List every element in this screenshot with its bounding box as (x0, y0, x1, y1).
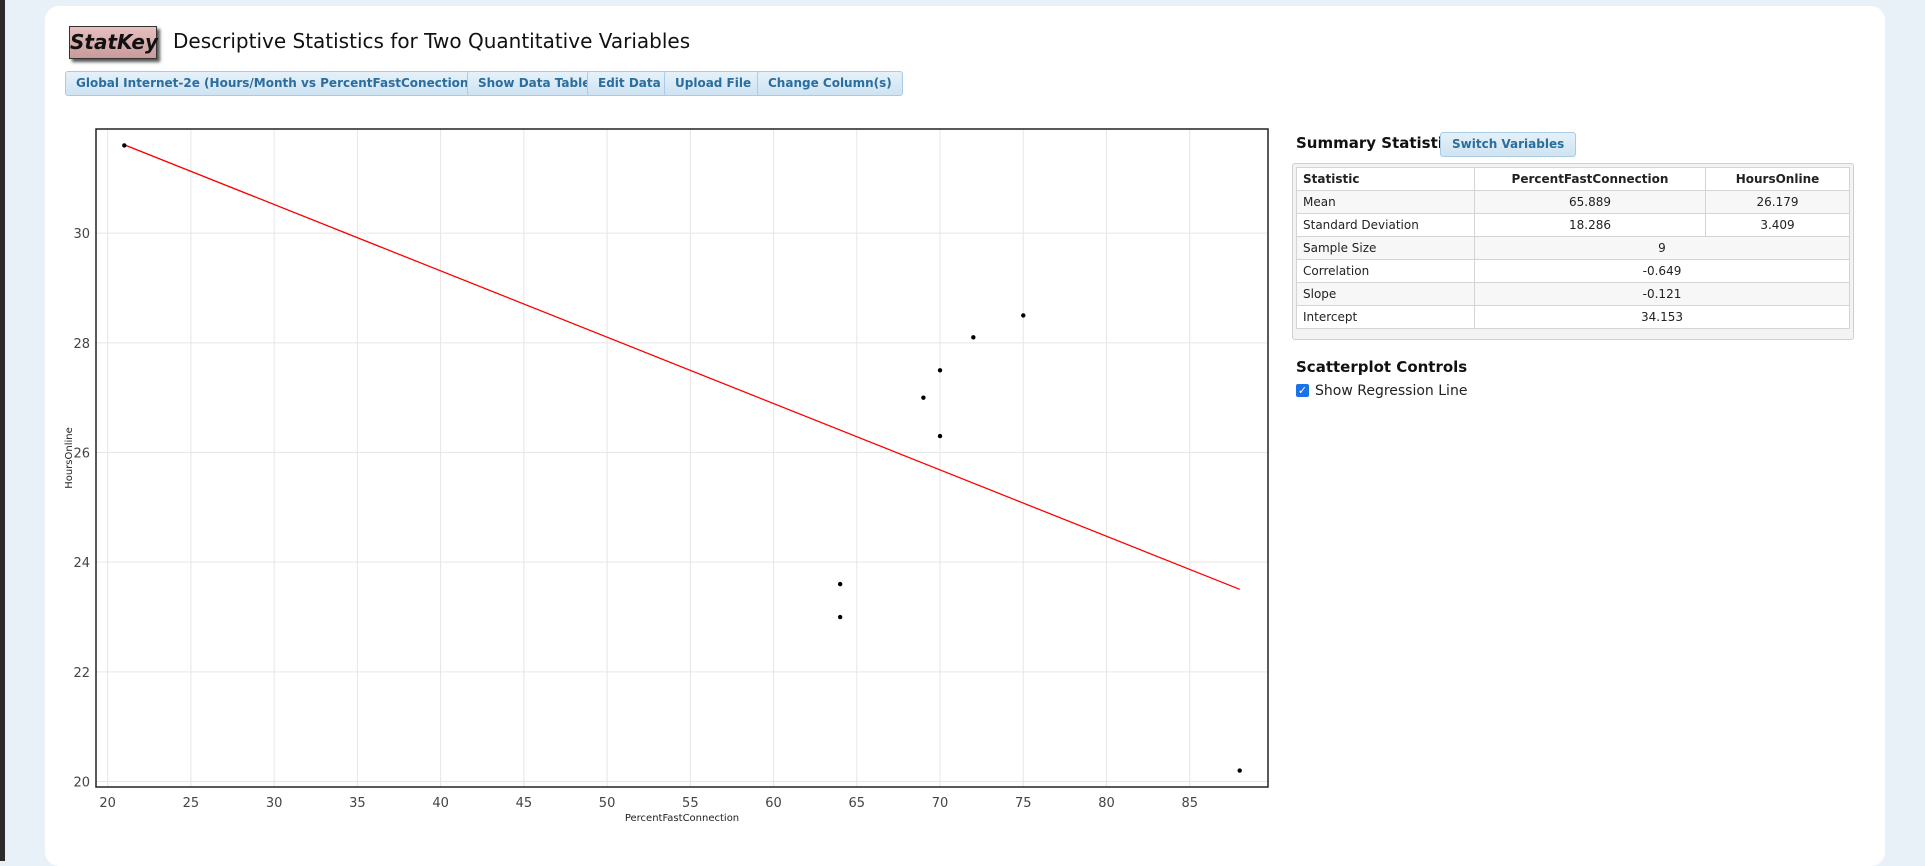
data-point (937, 368, 943, 373)
row-value: 3.409 (1705, 213, 1850, 237)
data-point (921, 395, 926, 400)
row-value: 9 (1474, 236, 1850, 260)
table-row: Mean 65.889 26.179 (1296, 190, 1850, 214)
data-point (837, 581, 843, 587)
y-tick-label: 28 (73, 337, 90, 352)
table-row: Standard Deviation 18.286 3.409 (1296, 213, 1850, 237)
x-tick-label: 80 (1098, 796, 1115, 811)
main-card (45, 6, 1885, 866)
data-point (1021, 313, 1026, 318)
page-title: Descriptive Statistics for Two Quantitat… (173, 29, 691, 53)
x-tick-label: 55 (682, 796, 699, 811)
upload-file-button[interactable]: Upload File (664, 71, 763, 96)
x-axis-title: PercentFastConnection (625, 813, 739, 824)
x-tick-label: 20 (99, 796, 116, 811)
row-label: Intercept (1296, 305, 1475, 329)
x-tick-label: 25 (183, 796, 200, 811)
row-label: Slope (1296, 282, 1475, 306)
summary-statistics-panel: Statistic PercentFastConnection HoursOnl… (1292, 163, 1854, 340)
table-row: Correlation -0.649 (1296, 259, 1850, 283)
x-tick-label: 45 (516, 796, 533, 811)
row-label: Correlation (1296, 259, 1475, 283)
left-edge-strip (0, 0, 5, 861)
row-value: 26.179 (1705, 190, 1850, 214)
x-tick-label: 35 (349, 796, 366, 811)
data-points (122, 143, 1242, 773)
y-tick-label: 26 (73, 447, 90, 462)
x-tick-label: 40 (432, 796, 449, 811)
x-tick-label: 75 (1015, 796, 1032, 811)
regression-line (124, 144, 1240, 590)
row-label: Standard Deviation (1296, 213, 1475, 237)
row-value: 34.153 (1474, 305, 1850, 329)
x-tick-label: 50 (599, 796, 616, 811)
show-regression-label[interactable]: Show Regression Line (1315, 383, 1468, 399)
y-tick-label: 20 (73, 776, 90, 791)
data-point (971, 335, 976, 340)
dataset-dropdown[interactable]: Global Internet-2e (Hours/Month vs Perce… (65, 71, 548, 96)
header-hoursonline: HoursOnline (1705, 167, 1850, 191)
plot-area (95, 128, 1269, 788)
x-tick-label: 30 (266, 796, 283, 811)
row-label: Mean (1296, 190, 1475, 214)
header-percentfastconnection: PercentFastConnection (1474, 167, 1706, 191)
grid-lines (96, 129, 1268, 787)
x-tick-label: 60 (765, 796, 782, 811)
table-header-row: Statistic PercentFastConnection HoursOnl… (1296, 167, 1850, 191)
y-tick-label: 22 (73, 666, 90, 681)
dataset-dropdown-label: Global Internet-2e (Hours/Month vs Perce… (76, 76, 517, 90)
y-tick-label: 24 (73, 556, 90, 571)
table-row: Slope -0.121 (1296, 282, 1850, 306)
table-row: Sample Size 9 (1296, 236, 1850, 260)
table-row: Intercept 34.153 (1296, 305, 1850, 329)
y-axis-title: HoursOnline (64, 427, 75, 489)
data-point (937, 433, 943, 439)
switch-variables-button[interactable]: Switch Variables (1440, 132, 1577, 157)
row-value: 65.889 (1474, 190, 1706, 214)
data-point (837, 614, 843, 620)
tick-labels: 20 25 30 35 40 45 50 55 60 65 70 75 80 85 20 22 24 26 28 30 (73, 227, 1198, 811)
statkey-logo[interactable]: StatKey (69, 26, 158, 59)
row-label: Sample Size (1296, 236, 1475, 260)
summary-statistics-title: Summary Statistics (1296, 134, 1461, 152)
header-statistic: Statistic (1296, 167, 1475, 191)
row-value: -0.121 (1474, 282, 1850, 306)
row-value: 18.286 (1474, 213, 1706, 237)
data-point (122, 143, 127, 148)
x-tick-label: 70 (932, 796, 949, 811)
y-tick-label: 30 (73, 227, 90, 242)
change-columns-button[interactable]: Change Column(s) (757, 71, 903, 96)
x-tick-label: 85 (1181, 796, 1198, 811)
edit-data-button[interactable]: Edit Data (587, 71, 672, 96)
checkmark-icon: ✓ (1297, 384, 1308, 397)
row-value: -0.649 (1474, 259, 1850, 283)
data-point (1237, 768, 1242, 773)
scatterplot-controls-title: Scatterplot Controls (1296, 358, 1468, 376)
summary-statistics-table: Statistic PercentFastConnection HoursOnl… (1296, 167, 1850, 329)
show-data-table-button[interactable]: Show Data Table (467, 71, 602, 96)
x-tick-label: 65 (849, 796, 866, 811)
show-regression-checkbox[interactable]: ✓ (1296, 384, 1309, 397)
